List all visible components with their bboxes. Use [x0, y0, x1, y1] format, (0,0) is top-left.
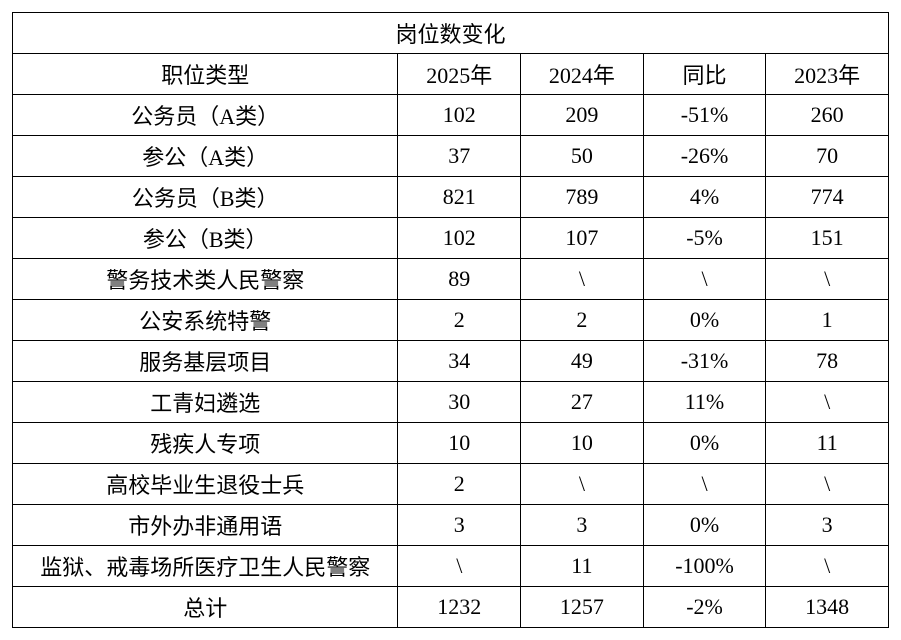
row-value: \ — [643, 259, 766, 300]
row-value: 37 — [398, 136, 521, 177]
row-label: 市外办非通用语 — [13, 505, 398, 546]
row-value: -2% — [643, 587, 766, 628]
row-label: 残疾人专项 — [13, 423, 398, 464]
table-body: 岗位数变化 职位类型 2025年 2024年 同比 2023年 公务员（A类）1… — [13, 13, 889, 628]
table-row: 公务员（B类）8217894%774 — [13, 177, 889, 218]
row-value: 151 — [766, 218, 889, 259]
row-value: 0% — [643, 423, 766, 464]
row-value: 102 — [398, 218, 521, 259]
row-value: 1348 — [766, 587, 889, 628]
table-row: 公安系统特警220%1 — [13, 300, 889, 341]
row-value: 789 — [521, 177, 644, 218]
row-label: 参公（A类） — [13, 136, 398, 177]
table-row: 监狱、戒毒场所医疗卫生人民警察\11-100%\ — [13, 546, 889, 587]
row-label: 警务技术类人民警察 — [13, 259, 398, 300]
row-label: 公安系统特警 — [13, 300, 398, 341]
row-value: \ — [766, 464, 889, 505]
row-value: \ — [766, 382, 889, 423]
row-value: 70 — [766, 136, 889, 177]
table-row: 总计12321257-2%1348 — [13, 587, 889, 628]
table-row: 残疾人专项10100%11 — [13, 423, 889, 464]
header-2023: 2023年 — [766, 54, 889, 95]
row-value: 3 — [521, 505, 644, 546]
row-value: -100% — [643, 546, 766, 587]
row-value: 2 — [521, 300, 644, 341]
row-label: 高校毕业生退役士兵 — [13, 464, 398, 505]
row-label: 总计 — [13, 587, 398, 628]
table-row: 警务技术类人民警察89\\\ — [13, 259, 889, 300]
row-label: 参公（B类） — [13, 218, 398, 259]
row-value: 30 — [398, 382, 521, 423]
table-row: 工青妇遴选302711%\ — [13, 382, 889, 423]
row-value: 3 — [766, 505, 889, 546]
row-value: 4% — [643, 177, 766, 218]
row-value: 3 — [398, 505, 521, 546]
header-2025: 2025年 — [398, 54, 521, 95]
table-row: 参公（A类）3750-26%70 — [13, 136, 889, 177]
row-label: 监狱、戒毒场所医疗卫生人民警察 — [13, 546, 398, 587]
row-value: \ — [766, 546, 889, 587]
row-value: 2 — [398, 300, 521, 341]
table-title: 岗位数变化 — [13, 13, 889, 54]
row-value: 27 — [521, 382, 644, 423]
row-value: 34 — [398, 341, 521, 382]
table-row: 参公（B类）102107-5%151 — [13, 218, 889, 259]
row-value: 10 — [398, 423, 521, 464]
table-row: 服务基层项目3449-31%78 — [13, 341, 889, 382]
row-value: 821 — [398, 177, 521, 218]
row-value: 49 — [521, 341, 644, 382]
row-value: \ — [521, 464, 644, 505]
row-value: -5% — [643, 218, 766, 259]
row-value: \ — [766, 259, 889, 300]
header-type: 职位类型 — [13, 54, 398, 95]
row-label: 服务基层项目 — [13, 341, 398, 382]
row-label: 工青妇遴选 — [13, 382, 398, 423]
positions-table: 岗位数变化 职位类型 2025年 2024年 同比 2023年 公务员（A类）1… — [12, 12, 889, 628]
row-value: 10 — [521, 423, 644, 464]
table-row: 高校毕业生退役士兵2\\\ — [13, 464, 889, 505]
row-value: -51% — [643, 95, 766, 136]
header-yoy: 同比 — [643, 54, 766, 95]
row-value: 107 — [521, 218, 644, 259]
row-value: 1257 — [521, 587, 644, 628]
row-value: 0% — [643, 300, 766, 341]
table-row: 市外办非通用语330%3 — [13, 505, 889, 546]
row-label: 公务员（A类） — [13, 95, 398, 136]
row-label: 公务员（B类） — [13, 177, 398, 218]
row-value: 209 — [521, 95, 644, 136]
row-value: 78 — [766, 341, 889, 382]
row-value: 1232 — [398, 587, 521, 628]
row-value: 11 — [766, 423, 889, 464]
row-value: \ — [398, 546, 521, 587]
row-value: 89 — [398, 259, 521, 300]
row-value: 102 — [398, 95, 521, 136]
row-value: 0% — [643, 505, 766, 546]
row-value: 11 — [521, 546, 644, 587]
table-row: 公务员（A类）102209-51%260 — [13, 95, 889, 136]
title-row: 岗位数变化 — [13, 13, 889, 54]
row-value: 11% — [643, 382, 766, 423]
row-value: 1 — [766, 300, 889, 341]
row-value: 2 — [398, 464, 521, 505]
row-value: 774 — [766, 177, 889, 218]
row-value: 260 — [766, 95, 889, 136]
row-value: 50 — [521, 136, 644, 177]
row-value: \ — [643, 464, 766, 505]
header-row: 职位类型 2025年 2024年 同比 2023年 — [13, 54, 889, 95]
row-value: -31% — [643, 341, 766, 382]
header-2024: 2024年 — [521, 54, 644, 95]
row-value: \ — [521, 259, 644, 300]
row-value: -26% — [643, 136, 766, 177]
